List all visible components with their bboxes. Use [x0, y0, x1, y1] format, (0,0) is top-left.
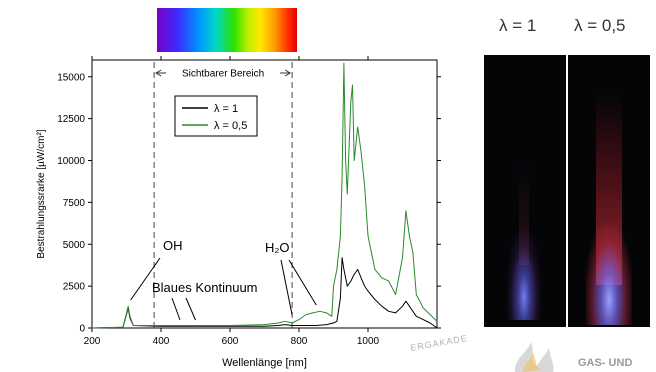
- y-tick-label: 0: [79, 324, 85, 335]
- spectrum-bar: [157, 8, 297, 52]
- visible-range-arrowhead-left: [155, 69, 162, 77]
- y-tick-label: 15000: [57, 72, 85, 83]
- flame-photo-lambda-1: [484, 55, 566, 327]
- x-tick-label: 800: [291, 336, 308, 347]
- legend-box: [174, 95, 258, 137]
- plot-frame: [91, 59, 438, 329]
- annotation-oh-arrow: [130, 257, 161, 301]
- x-tick-label: 1000: [357, 336, 380, 347]
- flame-photo-lambda-05: [568, 55, 650, 327]
- flame-glow: [586, 225, 632, 325]
- annotation-h2o: H₂O: [265, 240, 290, 255]
- watermark-brand: GAS- UND: [578, 357, 633, 369]
- annotation-blue-arrow-1: [171, 297, 181, 321]
- y-tick-label: 5000: [63, 240, 86, 251]
- visible-range-label: Sichtbarer Bereich: [182, 69, 264, 80]
- x-tick-label: 200: [84, 336, 101, 347]
- y-tick-label: 7500: [63, 198, 86, 209]
- flame-logo-icon: [515, 342, 554, 372]
- legend-label: λ = 0,5: [214, 120, 247, 132]
- annotation-h2o-arrow-2: [288, 259, 317, 306]
- flame-glow: [507, 230, 541, 320]
- annotation-blue-continuum: Blaues Kontinuum: [152, 280, 258, 295]
- series-line-2: [91, 62, 438, 329]
- annotation-h2o-arrow-1: [280, 259, 293, 316]
- y-tick-label: 10000: [57, 156, 85, 167]
- y-tick-label: 12500: [57, 114, 85, 125]
- x-axis-label: Wellenlänge [nm]: [222, 357, 307, 369]
- series-line-1: [91, 257, 438, 329]
- x-tick-label: 400: [153, 336, 170, 347]
- visible-range-arrowhead-right: [284, 69, 292, 77]
- flame-label-lambda-1: λ = 1: [499, 16, 537, 35]
- annotation-oh: OH: [163, 238, 183, 253]
- flame-tail: [519, 165, 529, 265]
- annotation-blue-arrow-2: [185, 297, 196, 321]
- y-axis-label: Bestrahlungssrarke [µW/cm²]: [36, 129, 47, 258]
- flame-label-lambda-05: λ = 0,5: [574, 16, 626, 35]
- legend-label: λ = 1: [214, 103, 238, 115]
- spectrum-chart: 0 2500 5000 7500 10000 12500 15000 200 400 600 800…: [36, 56, 441, 369]
- y-tick-label: 2500: [63, 282, 86, 293]
- x-tick-label: 600: [222, 336, 239, 347]
